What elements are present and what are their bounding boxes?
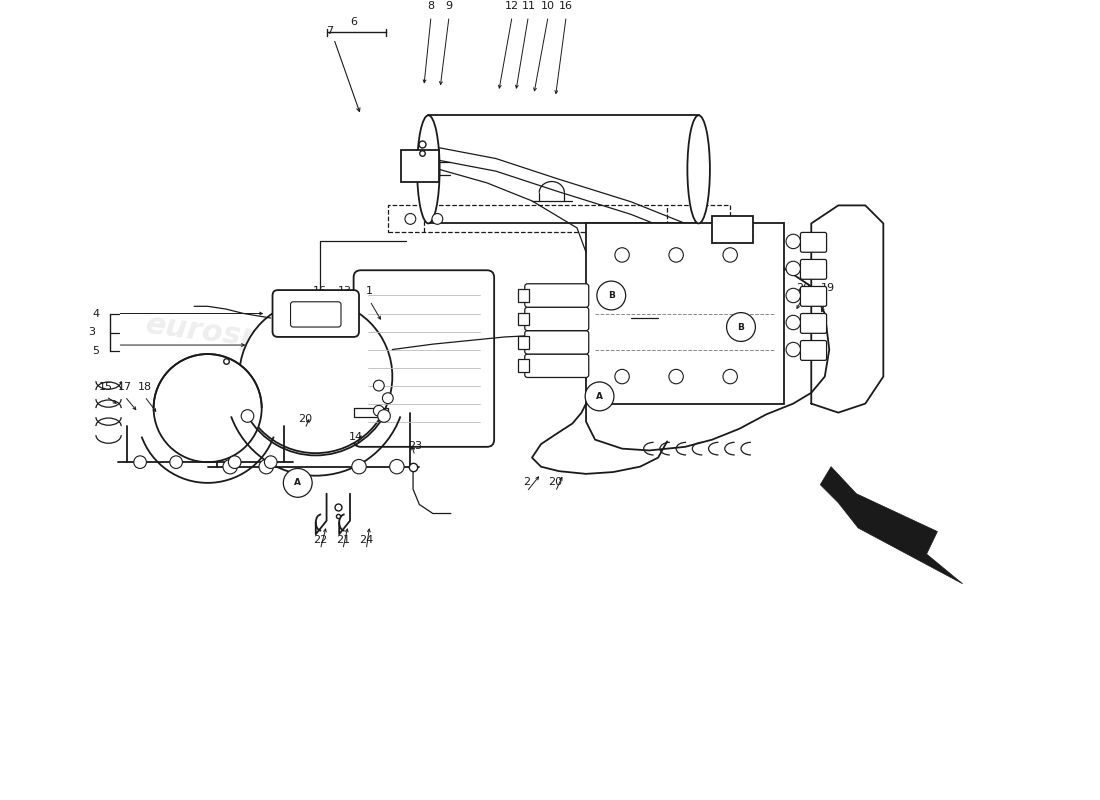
FancyBboxPatch shape — [290, 302, 341, 327]
Circle shape — [284, 469, 312, 498]
Circle shape — [669, 248, 683, 262]
Circle shape — [239, 300, 393, 453]
FancyBboxPatch shape — [712, 216, 752, 243]
Text: 14: 14 — [349, 432, 363, 442]
FancyBboxPatch shape — [518, 313, 529, 326]
Circle shape — [377, 410, 390, 422]
Circle shape — [352, 459, 366, 474]
Text: 11: 11 — [521, 1, 536, 11]
Circle shape — [169, 456, 183, 469]
Text: 2: 2 — [522, 478, 530, 487]
FancyBboxPatch shape — [801, 233, 826, 252]
Text: 24: 24 — [359, 535, 373, 545]
Text: 4: 4 — [92, 309, 99, 318]
FancyBboxPatch shape — [273, 290, 359, 337]
Circle shape — [229, 456, 241, 469]
Text: 23: 23 — [408, 442, 422, 451]
FancyBboxPatch shape — [586, 223, 784, 403]
Text: 12: 12 — [505, 1, 519, 11]
Circle shape — [597, 281, 626, 310]
Text: 20: 20 — [548, 478, 562, 487]
Ellipse shape — [417, 115, 440, 223]
Text: 17: 17 — [118, 382, 132, 392]
Circle shape — [432, 214, 443, 224]
Text: 16: 16 — [559, 1, 573, 11]
Text: 9: 9 — [446, 1, 453, 11]
FancyBboxPatch shape — [518, 359, 529, 372]
FancyBboxPatch shape — [801, 259, 826, 279]
Ellipse shape — [688, 115, 710, 223]
FancyBboxPatch shape — [525, 354, 588, 378]
Circle shape — [786, 234, 801, 249]
Circle shape — [669, 370, 683, 384]
Text: A: A — [596, 392, 603, 401]
Text: 18: 18 — [138, 382, 152, 392]
Circle shape — [786, 342, 801, 357]
Circle shape — [389, 459, 404, 474]
Circle shape — [223, 459, 238, 474]
FancyBboxPatch shape — [402, 150, 439, 182]
Text: 5: 5 — [92, 346, 99, 356]
Text: 22: 22 — [314, 535, 328, 545]
Text: 15: 15 — [99, 382, 113, 392]
Circle shape — [134, 456, 146, 469]
Text: 19: 19 — [821, 282, 835, 293]
Text: 20: 20 — [796, 282, 811, 293]
FancyBboxPatch shape — [801, 286, 826, 306]
FancyBboxPatch shape — [353, 270, 494, 447]
Text: 1: 1 — [366, 286, 373, 296]
Circle shape — [786, 315, 801, 330]
FancyBboxPatch shape — [525, 330, 588, 354]
Circle shape — [154, 354, 262, 462]
FancyBboxPatch shape — [801, 314, 826, 334]
Circle shape — [383, 393, 393, 403]
FancyBboxPatch shape — [801, 341, 826, 360]
Text: 6: 6 — [350, 17, 358, 27]
Text: 3: 3 — [88, 327, 95, 338]
Circle shape — [241, 410, 254, 422]
Text: eurospares: eurospares — [590, 310, 784, 362]
FancyBboxPatch shape — [518, 289, 529, 302]
FancyBboxPatch shape — [518, 336, 529, 349]
Circle shape — [727, 313, 756, 342]
Text: B: B — [608, 291, 615, 300]
Text: 20: 20 — [298, 414, 312, 424]
Text: A: A — [294, 478, 301, 487]
Circle shape — [615, 248, 629, 262]
Text: 16: 16 — [312, 286, 327, 296]
Circle shape — [373, 380, 384, 391]
Circle shape — [615, 370, 629, 384]
Circle shape — [373, 406, 384, 416]
Text: 13: 13 — [338, 286, 352, 296]
Circle shape — [585, 382, 614, 411]
Polygon shape — [821, 466, 962, 584]
Text: 10: 10 — [541, 1, 556, 11]
Circle shape — [258, 459, 274, 474]
Circle shape — [723, 248, 737, 262]
FancyBboxPatch shape — [525, 307, 588, 330]
Text: 8: 8 — [428, 1, 435, 11]
Circle shape — [405, 214, 416, 224]
Text: eurospares: eurospares — [144, 310, 339, 362]
Circle shape — [786, 262, 801, 276]
Circle shape — [786, 288, 801, 302]
FancyBboxPatch shape — [525, 284, 588, 307]
Text: 21: 21 — [336, 535, 350, 545]
Circle shape — [264, 456, 277, 469]
Text: 7: 7 — [326, 26, 333, 36]
Text: B: B — [738, 322, 745, 331]
Circle shape — [723, 370, 737, 384]
